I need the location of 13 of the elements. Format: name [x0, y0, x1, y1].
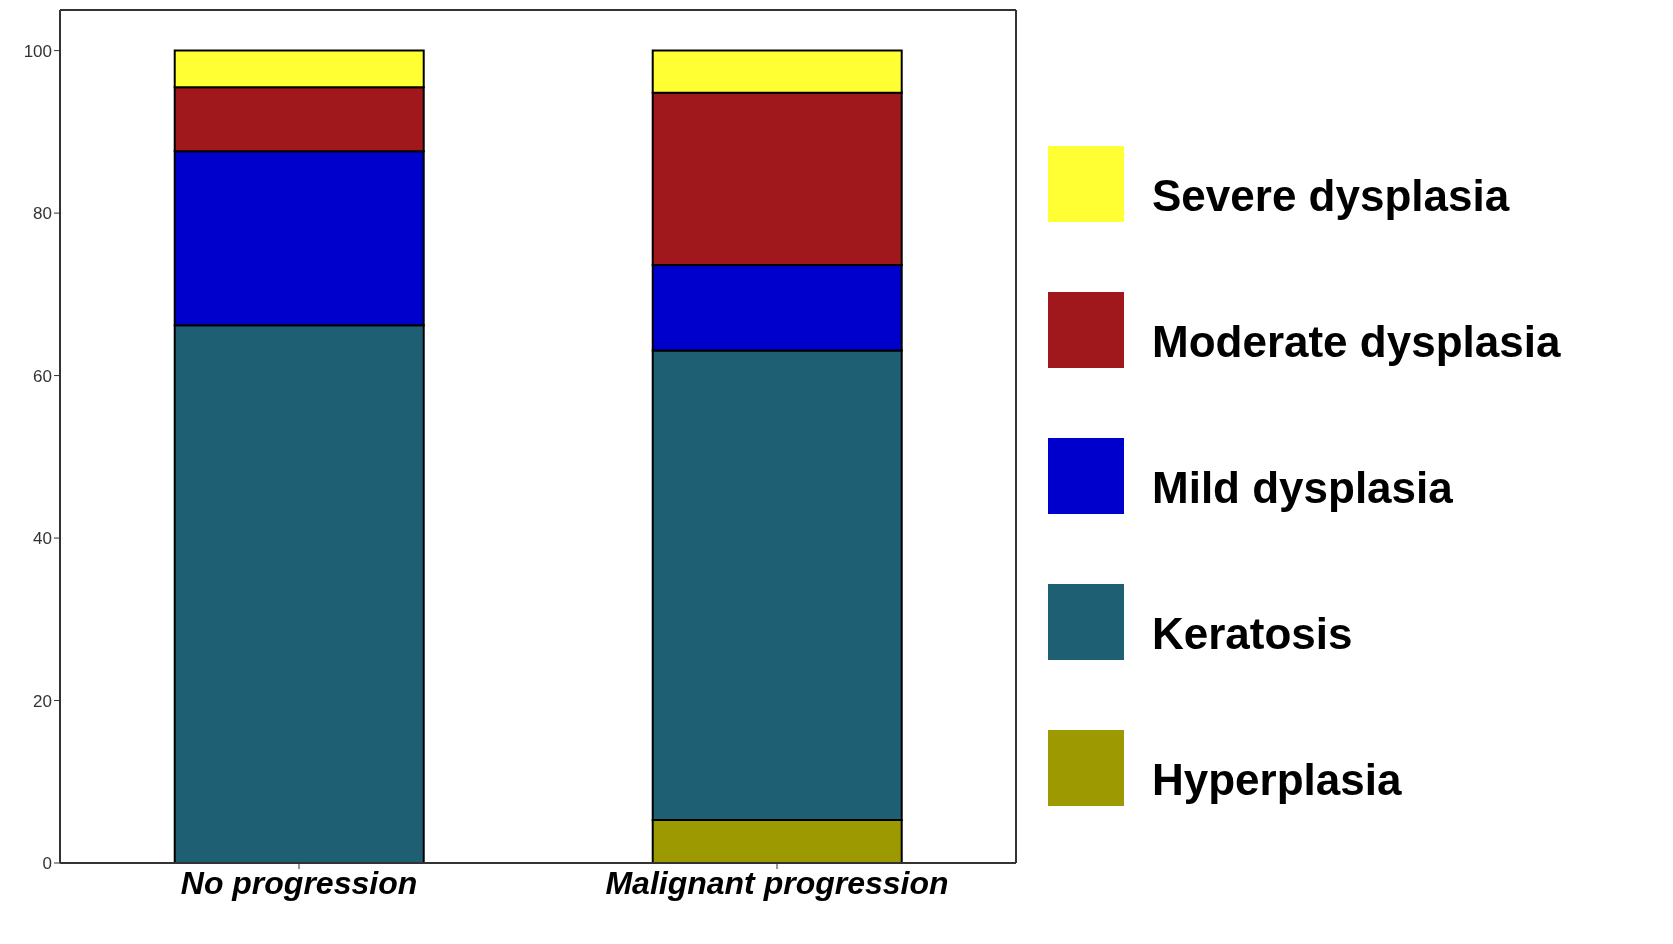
x-tick-label: No progression	[180, 864, 418, 901]
legend-label: Mild dysplasia	[1152, 462, 1453, 512]
legend-label: Moderate dysplasia	[1152, 316, 1561, 366]
legend-label: Severe dysplasia	[1152, 170, 1510, 220]
y-tick-label: 40	[33, 529, 52, 549]
legend-label: Hyperplasia	[1152, 754, 1402, 804]
x-tick-label: Malignant progression	[605, 864, 949, 901]
legend-label: Keratosis	[1152, 608, 1353, 658]
y-tick-label: 20	[33, 691, 52, 711]
y-tick-label: 100	[23, 41, 52, 61]
y-tick-label: 80	[33, 204, 52, 224]
y-tick-label: 0	[42, 854, 52, 874]
y-tick-label: 60	[33, 366, 52, 386]
